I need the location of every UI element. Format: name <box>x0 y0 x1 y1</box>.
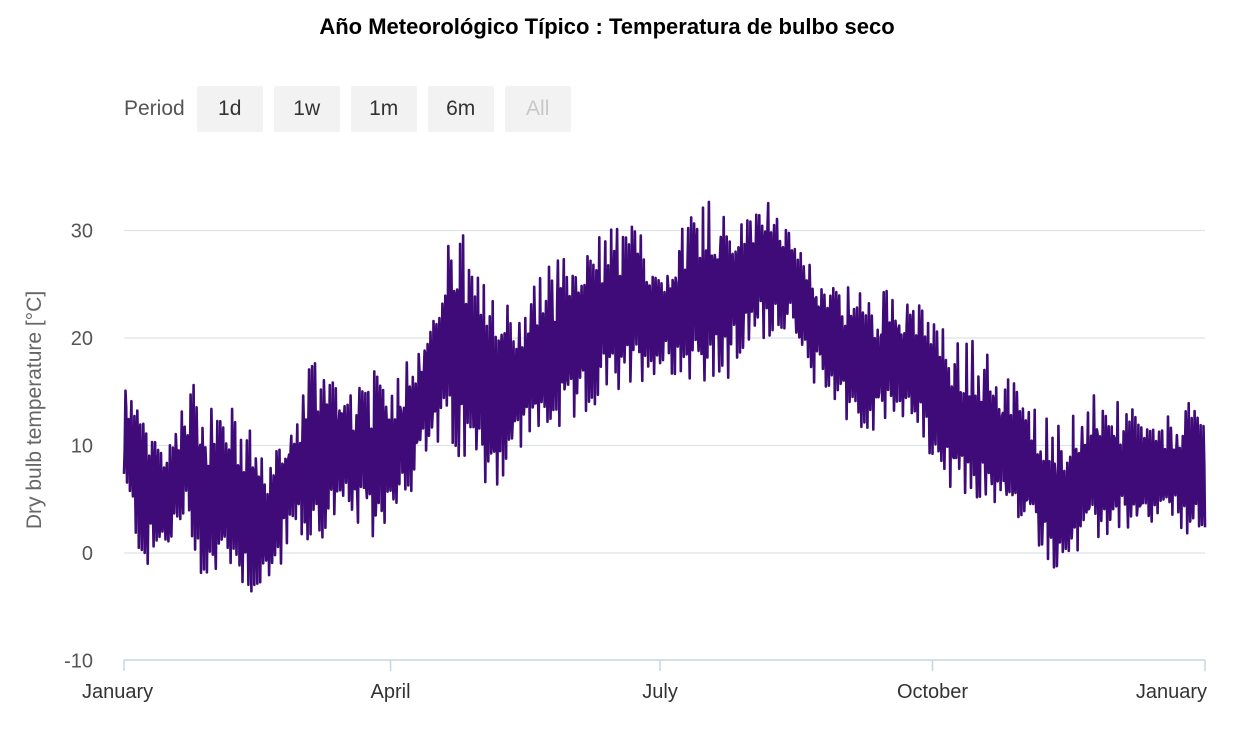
x-tick-label: October <box>897 681 968 703</box>
y-tick-label: 20 <box>71 328 93 350</box>
temperature-line <box>122 200 1207 593</box>
range-button-1w[interactable]: 1w <box>273 86 340 132</box>
chart-title: Año Meteorológico Típico : Temperatura d… <box>319 14 895 39</box>
y-tick-label: 30 <box>71 221 93 243</box>
range-button-all: All <box>504 86 571 132</box>
y-axis-title: Dry bulb temperature [°C] <box>23 291 46 529</box>
x-tick-label: January <box>1136 681 1207 703</box>
range-button-1m[interactable]: 1m <box>350 86 417 132</box>
range-button-6m[interactable]: 6m <box>427 86 494 132</box>
x-tick-label: January <box>82 681 153 703</box>
x-tick-label: April <box>371 681 411 703</box>
x-tick-label: July <box>642 681 678 703</box>
y-tick-label: 0 <box>82 543 93 565</box>
range-selector: Period 1d 1w 1m 6m All <box>124 86 582 132</box>
range-button-1d[interactable]: 1d <box>196 86 263 132</box>
y-axis: -10 0 10 20 30 <box>64 221 93 673</box>
x-axis: January April July October January <box>82 659 1207 703</box>
y-tick-label: 10 <box>71 436 93 458</box>
temperature-series <box>122 200 1207 593</box>
range-selector-label: Period <box>124 97 185 120</box>
y-tick-label: -10 <box>64 651 93 673</box>
